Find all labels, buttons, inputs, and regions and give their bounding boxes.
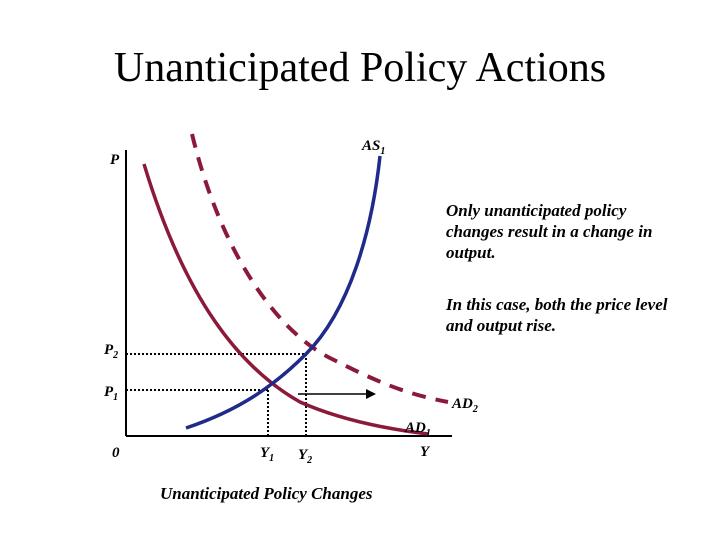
ad1-curve xyxy=(142,163,429,436)
p1-label: P1 xyxy=(104,384,118,403)
p2-label: P2 xyxy=(104,342,118,361)
note-price-output: In this case, both the price level and o… xyxy=(446,295,668,335)
diagram-caption: Unanticipated Policy Changes xyxy=(160,484,373,503)
y1-label: Y1 xyxy=(260,445,274,464)
ad1-label: AD1 xyxy=(404,420,431,439)
as1-label: AS1 xyxy=(361,138,385,157)
origin-label: 0 xyxy=(112,445,120,461)
y-axis-label: P xyxy=(110,152,120,168)
ad2-label: AD2 xyxy=(451,396,478,415)
page-title: Unanticipated Policy Actions xyxy=(113,45,607,91)
ad2-curve xyxy=(190,133,449,404)
x-axis-label: Y xyxy=(420,444,431,460)
y2-label: Y2 xyxy=(298,447,312,466)
note-unanticipated: Only unanticipated policy changes result… xyxy=(446,201,653,262)
as1-curve xyxy=(185,155,382,430)
arrow-head-icon xyxy=(366,389,376,399)
